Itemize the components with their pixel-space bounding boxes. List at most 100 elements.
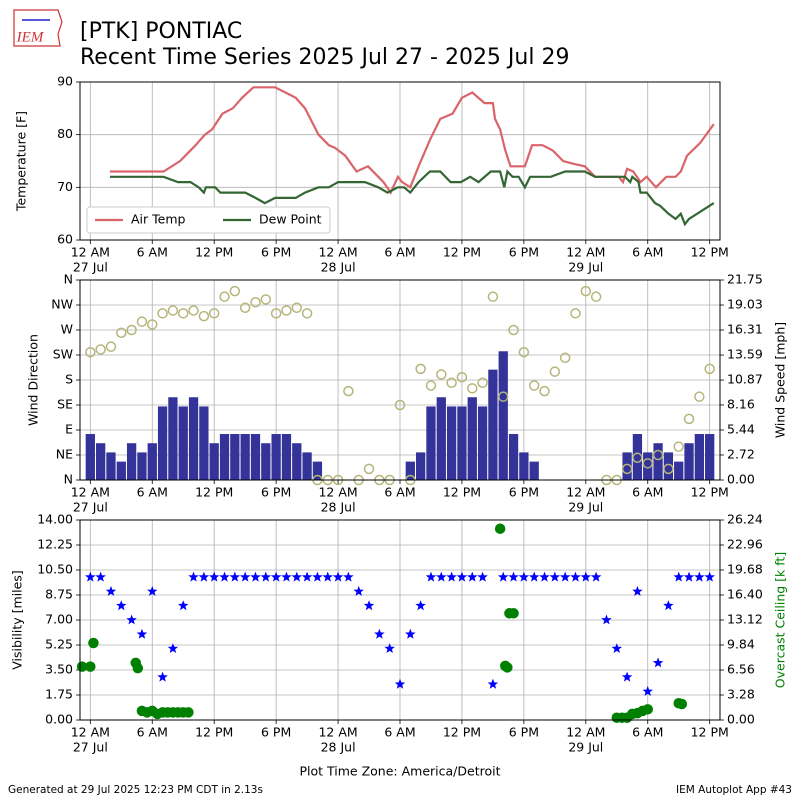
x-tick-label: 6 PM xyxy=(261,485,291,500)
y-tick-label: 60 xyxy=(57,232,73,247)
x-tick-label: 12 AM xyxy=(71,245,110,260)
title: [PTK] PONTIAC xyxy=(80,19,242,44)
bar xyxy=(622,452,632,480)
bar xyxy=(674,461,684,480)
bar xyxy=(457,406,467,480)
x-tick-label: 12 PM xyxy=(195,485,233,500)
point xyxy=(456,371,468,383)
x-tick-label: 6 AM xyxy=(384,245,415,260)
star-point xyxy=(539,571,550,582)
y-axis-label: Visibility [miles] xyxy=(10,570,25,669)
y-tick-label: 70 xyxy=(57,179,73,194)
star-point xyxy=(188,571,199,582)
bar xyxy=(416,452,426,480)
star-point xyxy=(415,600,426,611)
star-point xyxy=(632,585,643,596)
x-tick-label: 12 AM xyxy=(318,725,357,740)
x-tick-label: 12 PM xyxy=(195,725,233,740)
y-tick-label: S xyxy=(65,372,73,387)
point xyxy=(363,463,375,475)
star-point xyxy=(250,571,261,582)
point xyxy=(126,324,137,336)
star-point xyxy=(621,671,633,682)
x-tick-label: 12 PM xyxy=(691,485,729,500)
bar xyxy=(188,397,199,480)
bar xyxy=(653,443,663,480)
point xyxy=(676,698,688,710)
star-point xyxy=(239,571,251,582)
point xyxy=(208,308,220,319)
x-tick-label: 6 AM xyxy=(137,245,168,260)
y2-tick-label: 9.84 xyxy=(727,637,755,652)
legend-label: Dew Point xyxy=(259,212,322,227)
y2-tick-label: 19.03 xyxy=(727,297,763,312)
y2-tick-label: 3.28 xyxy=(727,687,755,702)
star-point xyxy=(260,571,271,582)
x-tick-label: 6 PM xyxy=(509,725,539,740)
star-point xyxy=(363,600,375,611)
point xyxy=(260,294,272,305)
y-tick-label: N xyxy=(64,272,73,287)
point xyxy=(580,285,592,297)
bar xyxy=(705,434,715,480)
x-tick-label: 6 AM xyxy=(137,725,168,740)
bar xyxy=(271,434,281,480)
bar xyxy=(96,443,106,480)
bar xyxy=(281,434,292,480)
y-tick-label: 1.75 xyxy=(45,687,73,702)
bar xyxy=(209,443,219,480)
point xyxy=(415,363,426,375)
y-tick-label: NW xyxy=(51,297,73,312)
y2-tick-label: 6.56 xyxy=(727,662,755,677)
x-tick-label: 12 PM xyxy=(195,245,233,260)
star-point xyxy=(353,585,364,596)
point xyxy=(621,463,633,475)
y-tick-label: 90 xyxy=(57,74,73,89)
bar xyxy=(250,434,261,480)
y2-axis-label: Wind Speed [mph] xyxy=(773,322,788,438)
point xyxy=(487,291,499,302)
point xyxy=(683,413,695,425)
star-point xyxy=(518,571,530,582)
point xyxy=(343,385,354,397)
bar xyxy=(85,434,95,480)
x-axis-label: Plot Time Zone: America/Detroit xyxy=(300,764,501,779)
y2-tick-label: 13.59 xyxy=(727,347,763,362)
point xyxy=(85,661,96,672)
point xyxy=(281,305,292,316)
point xyxy=(229,285,241,297)
point xyxy=(467,383,478,394)
y-tick-label: 12.25 xyxy=(37,537,73,552)
y2-tick-label: 26.24 xyxy=(727,512,763,527)
bar xyxy=(632,434,643,480)
bar xyxy=(426,406,436,480)
x-tick-label: 6 AM xyxy=(632,725,663,740)
star-point xyxy=(291,571,302,582)
star-point xyxy=(167,643,179,653)
y2-tick-label: 13.12 xyxy=(727,612,763,627)
star-point xyxy=(477,571,488,582)
point xyxy=(477,377,488,389)
x-tick-label: 12 AM xyxy=(71,725,110,740)
star-point xyxy=(301,571,313,582)
y-axis-label: Temperature [F] xyxy=(14,111,29,212)
star-point xyxy=(405,628,416,639)
x-date-label: 28 Jul xyxy=(321,740,356,755)
point xyxy=(642,458,653,469)
star-point xyxy=(219,571,230,582)
x-tick-label: 6 PM xyxy=(509,245,539,260)
point xyxy=(132,662,144,674)
x-date-label: 27 Jul xyxy=(73,740,108,755)
y2-tick-label: 5.44 xyxy=(727,421,755,436)
point xyxy=(183,707,194,718)
point xyxy=(642,704,653,715)
bar xyxy=(230,434,240,480)
x-tick-label: 12 PM xyxy=(691,245,729,260)
line xyxy=(109,86,715,195)
x-date-label: 29 Jul xyxy=(568,740,603,755)
x-tick-label: 12 AM xyxy=(566,485,605,500)
y-tick-label: 5.25 xyxy=(45,637,73,652)
star-point xyxy=(508,571,519,582)
star-point xyxy=(580,571,591,582)
star-point xyxy=(611,643,622,653)
